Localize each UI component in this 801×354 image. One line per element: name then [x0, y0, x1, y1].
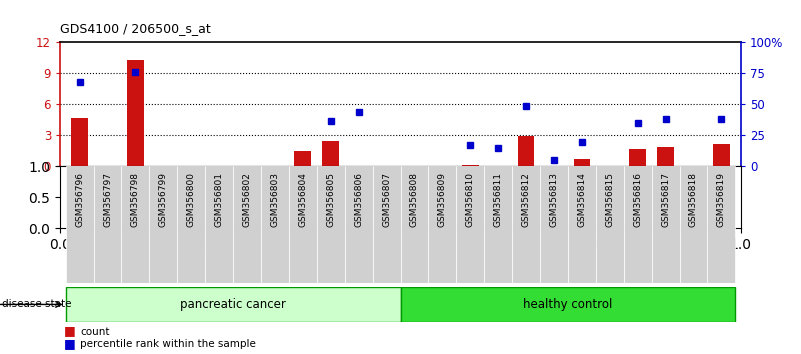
Text: GSM356800: GSM356800: [187, 172, 195, 227]
Bar: [429, 166, 457, 283]
Bar: [66, 287, 400, 322]
Bar: [707, 166, 735, 283]
Text: GSM356806: GSM356806: [354, 172, 363, 227]
Text: GSM356803: GSM356803: [271, 172, 280, 227]
Text: GSM356799: GSM356799: [159, 172, 168, 227]
Text: healthy control: healthy control: [523, 298, 613, 311]
Text: GSM356814: GSM356814: [578, 172, 586, 227]
Bar: [233, 166, 261, 283]
Text: GSM356812: GSM356812: [521, 172, 530, 227]
Text: GSM356797: GSM356797: [103, 172, 112, 227]
Text: GSM356807: GSM356807: [382, 172, 391, 227]
Bar: [574, 159, 590, 166]
Bar: [127, 60, 144, 166]
Text: GSM356801: GSM356801: [215, 172, 223, 227]
Bar: [205, 166, 233, 283]
Bar: [679, 166, 707, 283]
Text: GSM356804: GSM356804: [298, 172, 308, 227]
Bar: [485, 166, 512, 283]
Bar: [400, 166, 429, 283]
Bar: [295, 151, 312, 166]
Text: GSM356817: GSM356817: [661, 172, 670, 227]
Bar: [316, 166, 344, 283]
Bar: [149, 166, 177, 283]
Text: disease state: disease state: [2, 299, 71, 309]
Bar: [713, 144, 730, 166]
Text: ■: ■: [64, 325, 76, 337]
Bar: [517, 136, 534, 166]
Text: GSM356819: GSM356819: [717, 172, 726, 227]
Bar: [289, 166, 316, 283]
Text: GSM356811: GSM356811: [493, 172, 503, 227]
Text: GSM356796: GSM356796: [75, 172, 84, 227]
Text: GSM356815: GSM356815: [606, 172, 614, 227]
Bar: [512, 166, 540, 283]
Bar: [657, 147, 674, 166]
Bar: [568, 166, 596, 283]
Text: GDS4100 / 206500_s_at: GDS4100 / 206500_s_at: [60, 22, 211, 35]
Bar: [596, 166, 624, 283]
Bar: [94, 166, 122, 283]
Bar: [71, 118, 88, 166]
Bar: [261, 166, 289, 283]
Text: GSM356808: GSM356808: [410, 172, 419, 227]
Text: GSM356798: GSM356798: [131, 172, 140, 227]
Text: GSM356802: GSM356802: [243, 172, 252, 227]
Bar: [462, 165, 479, 166]
Bar: [540, 166, 568, 283]
Text: pancreatic cancer: pancreatic cancer: [180, 298, 286, 311]
Bar: [457, 166, 485, 283]
Bar: [372, 166, 400, 283]
Bar: [624, 166, 652, 283]
Text: GSM356809: GSM356809: [438, 172, 447, 227]
Text: GSM356816: GSM356816: [633, 172, 642, 227]
Text: GSM356805: GSM356805: [326, 172, 336, 227]
Bar: [630, 149, 646, 166]
Text: GSM356813: GSM356813: [549, 172, 558, 227]
Bar: [122, 166, 149, 283]
Bar: [177, 166, 205, 283]
Bar: [400, 287, 735, 322]
Text: GSM356810: GSM356810: [465, 172, 475, 227]
Bar: [344, 166, 372, 283]
Text: ■: ■: [64, 337, 76, 350]
Bar: [66, 166, 94, 283]
Text: GSM356818: GSM356818: [689, 172, 698, 227]
Text: count: count: [80, 327, 110, 337]
Text: percentile rank within the sample: percentile rank within the sample: [80, 339, 256, 349]
Bar: [322, 141, 339, 166]
Bar: [652, 166, 679, 283]
